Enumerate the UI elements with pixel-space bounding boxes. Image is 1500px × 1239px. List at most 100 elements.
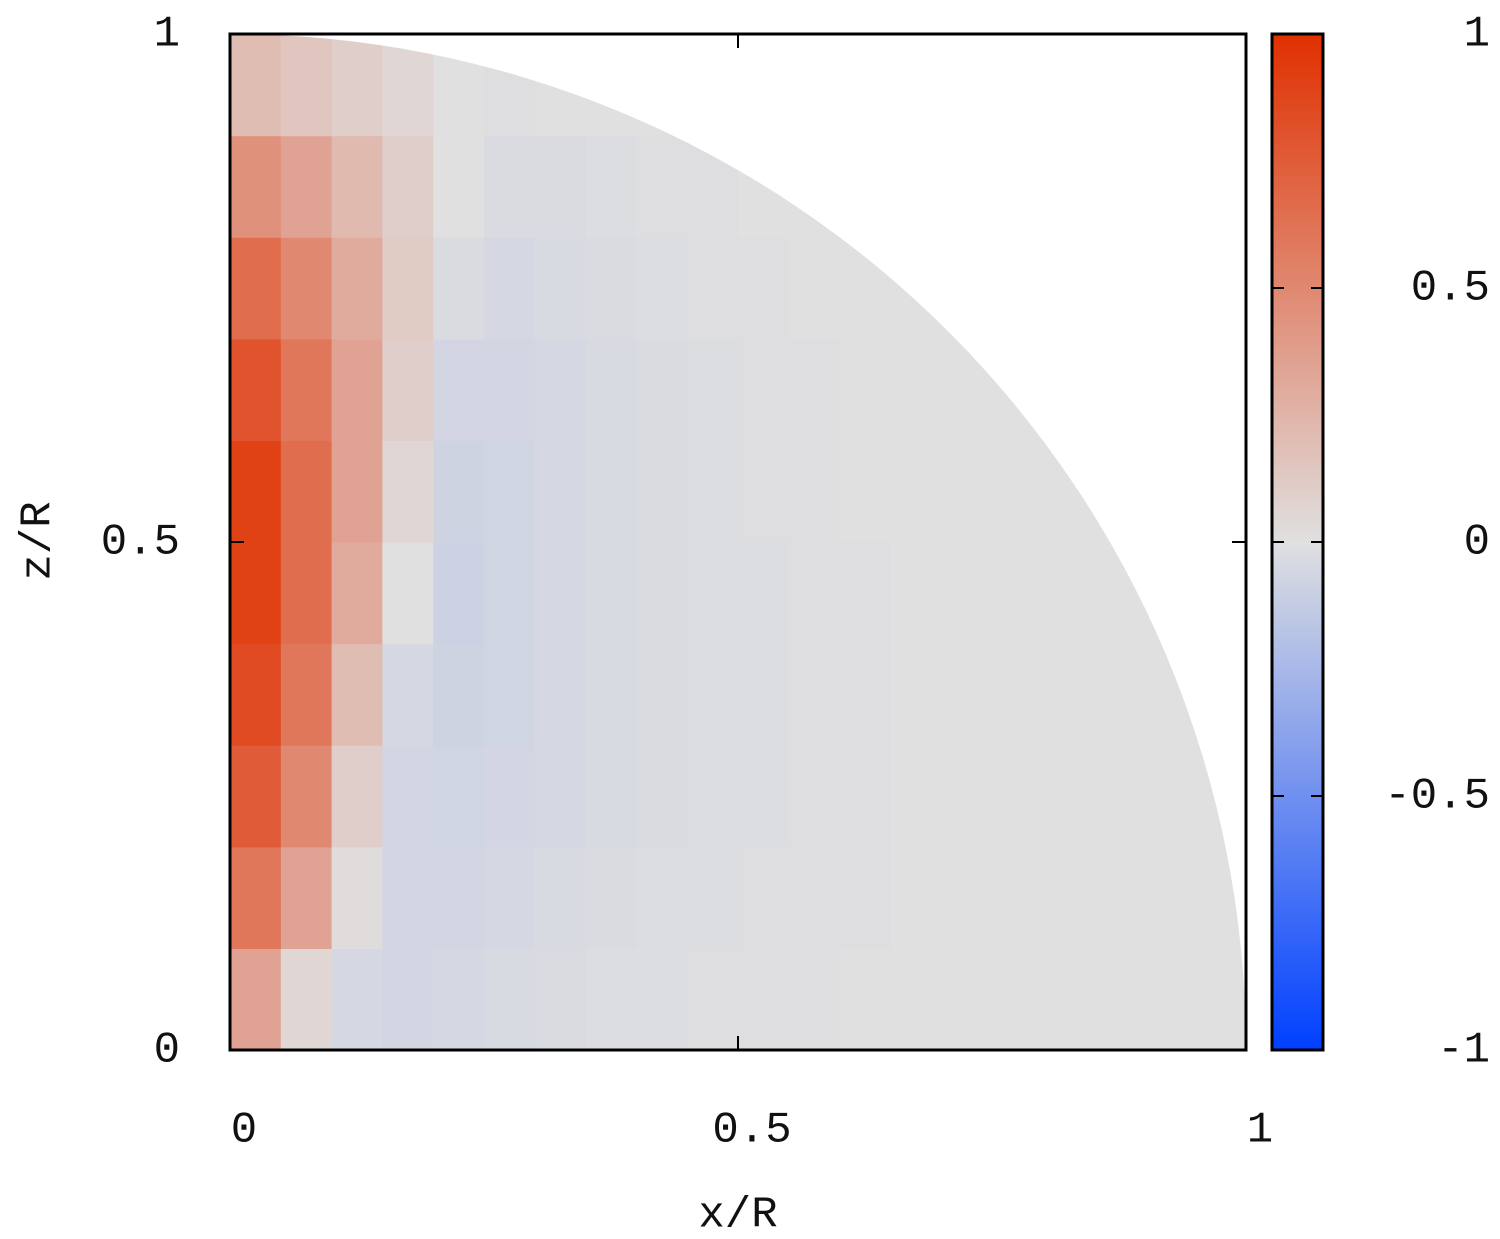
heatmap-cell <box>687 440 739 543</box>
heatmap-cell <box>534 237 587 340</box>
heatmap-cell <box>890 440 942 543</box>
heatmap-cell <box>1093 948 1145 1050</box>
heatmap-cell <box>992 745 1044 848</box>
heatmap-cell <box>941 440 993 543</box>
heatmap-cell <box>992 542 1044 645</box>
heatmap-cell <box>585 338 637 441</box>
heatmap-cell <box>1093 643 1145 746</box>
heatmap-cell <box>1042 440 1095 543</box>
heatmap-cell <box>890 745 942 848</box>
heatmap-cell <box>839 237 891 340</box>
heatmap-cell <box>839 338 891 441</box>
heatmap-cell <box>636 34 688 137</box>
heatmap-cell <box>941 237 993 340</box>
heatmap-cell <box>1093 745 1145 848</box>
x-tick-label: 0.5 <box>712 1106 791 1156</box>
heatmap-cell <box>534 440 587 543</box>
heatmap-cell <box>687 135 739 238</box>
heatmap-cell <box>738 948 790 1050</box>
heatmap-cell <box>433 846 485 949</box>
heatmap-cell <box>636 542 688 645</box>
heatmap-cell <box>890 338 942 441</box>
heatmap-cell <box>636 948 688 1050</box>
heatmap-cell <box>738 542 790 645</box>
heatmap-cell <box>280 948 333 1050</box>
heatmap-cell <box>382 948 434 1050</box>
heatmap-cell <box>382 643 434 746</box>
heatmap-cell <box>839 846 891 949</box>
heatmap-cell <box>280 440 333 543</box>
heatmap-cell <box>534 542 587 645</box>
heatmap-cell <box>585 237 637 340</box>
heatmap-cell <box>839 745 891 848</box>
heatmap-cell <box>738 440 790 543</box>
heatmap-cell <box>280 237 333 340</box>
heatmap-cell <box>788 338 841 441</box>
heatmap-cell <box>382 34 434 137</box>
y-tick-label: 0 <box>154 1026 180 1076</box>
heatmap-cell <box>433 948 485 1050</box>
heatmap-cell <box>484 542 536 645</box>
heatmap-cell <box>230 745 282 848</box>
heatmap-cell <box>484 948 536 1050</box>
heatmap-cell <box>1195 643 1246 746</box>
heatmap-cell <box>433 237 485 340</box>
heatmap-cell <box>280 542 333 645</box>
heatmap-cell <box>1195 745 1246 848</box>
heatmap-cell <box>230 846 282 949</box>
heatmap-cell <box>738 135 790 238</box>
heatmap-cell <box>890 846 942 949</box>
heatmap-cell <box>992 846 1044 949</box>
heatmap-cell <box>738 745 790 848</box>
heatmap-cell <box>382 846 434 949</box>
heatmap-cell <box>230 643 282 746</box>
heatmap-cell <box>738 846 790 949</box>
heatmap-cell <box>992 338 1044 441</box>
colorbar-tick-label: 1 <box>1464 10 1490 60</box>
heatmap-cell <box>839 643 891 746</box>
heatmap-cell <box>687 338 739 441</box>
x-tick-label: 1 <box>1247 1106 1273 1156</box>
heatmap-cell <box>230 440 282 543</box>
heatmap-cell <box>585 846 637 949</box>
heatmap-cell <box>534 135 587 238</box>
y-tick-label: 1 <box>154 10 180 60</box>
heatmap-cell <box>534 745 587 848</box>
heatmap-cell <box>534 34 587 137</box>
heatmap-cell <box>687 948 739 1050</box>
heatmap-cell <box>433 135 485 238</box>
heatmap-cell <box>1093 846 1145 949</box>
heatmap-cell <box>331 948 383 1050</box>
heatmap-cell <box>331 338 383 441</box>
heatmap-cell <box>331 237 383 340</box>
heatmap-cell <box>230 542 282 645</box>
heatmap-cell <box>687 745 739 848</box>
heatmap-cell <box>1093 542 1145 645</box>
heatmap-cell <box>382 745 434 848</box>
colorbar-tick-label: 0.5 <box>1411 264 1490 314</box>
heatmap-cell <box>1042 846 1095 949</box>
heatmap-cell <box>636 135 688 238</box>
y-tick-label: 0.5 <box>101 518 180 568</box>
heatmap-cell <box>788 135 841 238</box>
heatmap-cell <box>433 542 485 645</box>
heatmap-cell <box>738 237 790 340</box>
heatmap-cell <box>890 542 942 645</box>
heatmap-cell <box>636 745 688 848</box>
heatmap-cell <box>890 643 942 746</box>
heatmap-cell <box>382 135 434 238</box>
heatmap-cell <box>484 34 536 137</box>
heatmap-cell <box>636 237 688 340</box>
heatmap-cell <box>280 338 333 441</box>
colorbar-tick-label: -0.5 <box>1384 772 1490 822</box>
heatmap-cell <box>941 338 993 441</box>
heatmap-cell <box>1144 948 1196 1050</box>
heatmap-cell <box>382 440 434 543</box>
heatmap-cell <box>230 948 282 1050</box>
heatmap-cell <box>433 34 485 137</box>
heatmap-cell <box>636 440 688 543</box>
heatmap-cell <box>788 542 841 645</box>
heatmap-cell <box>484 237 536 340</box>
heatmap-cell <box>585 948 637 1050</box>
heatmap-cell <box>280 745 333 848</box>
